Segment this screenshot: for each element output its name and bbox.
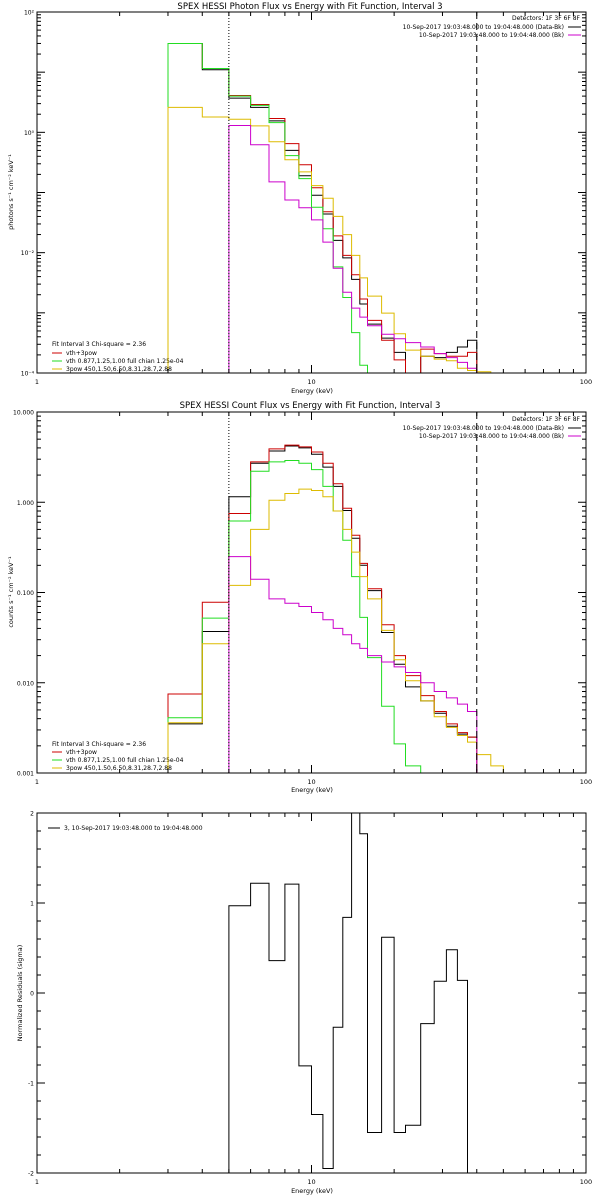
residuals-xlabel: Energy (keV)	[291, 1187, 333, 1195]
x-tick-label: 1	[35, 778, 39, 786]
count-flux-title: SPEX HESSI Count Flux vs Energy with Fit…	[180, 401, 441, 411]
y-tick-label: 2	[30, 811, 34, 818]
count-flux-xlabel: Energy (keV)	[291, 786, 333, 794]
plot-area	[228, 813, 468, 1173]
y-tick-label: 1	[30, 901, 34, 908]
y-tick-label: 10⁻²	[21, 250, 35, 257]
y-tick-label: 0.100	[17, 590, 34, 597]
y-tick-label: 10⁻⁴	[21, 371, 35, 378]
y-tick-label: -1	[28, 1081, 34, 1088]
photon-flux-title: SPEX HESSI Photon Flux vs Energy with Fi…	[177, 2, 442, 12]
y-tick-label: 1.000	[17, 500, 34, 507]
y-tick-label: 10.000	[13, 410, 34, 417]
series-bk	[228, 556, 478, 773]
fit-interval-label: Fit Interval 3 Chi-square = 2.36	[52, 341, 146, 348]
photon-flux-fit-legend: Fit Interval 3 Chi-square = 2.36 vth+3po…	[52, 341, 184, 373]
photon-flux-panel: SPEX HESSI Photon Flux vs Energy with Fi…	[7, 2, 592, 395]
legend-data-bk: 10-Sep-2017 19:03:48.000 to 19:04:48.000…	[403, 425, 564, 432]
legend-detectors: Detectors: 1F 3F 6F 8F	[512, 416, 581, 423]
photon-flux-xlabel: Energy (keV)	[291, 387, 333, 395]
x-tick-label: 10	[307, 778, 315, 786]
plot-frame	[36, 812, 587, 1174]
legend-vth: vth 0.877,1.25,1.00 full chian 1.25e-04	[66, 757, 184, 764]
series-vth-3pow	[167, 444, 478, 773]
x-tick-label: 100	[580, 378, 592, 386]
legend-vth3pow: vth+3pow	[66, 749, 97, 756]
x-tick-label: 100	[580, 1178, 592, 1186]
series-3-10-sep-2017-19-03-48-000-to-19-04-48-000	[228, 813, 468, 1173]
y-tick-label: 10²	[24, 10, 35, 17]
plot-area	[167, 444, 516, 773]
photon-flux-ylabel: photons s⁻¹ cm⁻² keV⁻¹	[7, 154, 15, 230]
legend-3pow: 3pow 450,1.50,6.50,8.31,28.7,2.88	[66, 765, 172, 772]
series-3pow	[167, 488, 516, 773]
y-tick-label: 0.010	[17, 680, 34, 687]
y-tick-label: 10⁰	[24, 130, 35, 137]
x-tick-label: 100	[580, 778, 592, 786]
legend-detectors: Detectors: 1F 3F 6F 8F	[512, 15, 581, 22]
legend-vth3pow: vth+3pow	[66, 350, 97, 357]
series-3pow	[167, 106, 504, 373]
count-flux-fit-legend: Fit Interval 3 Chi-square = 2.36 vth+3po…	[52, 741, 184, 772]
count-flux-legend: Detectors: 1F 3F 6F 8F 10-Sep-2017 19:03…	[403, 416, 581, 440]
count-flux-panel: SPEX HESSI Count Flux vs Energy with Fit…	[7, 401, 592, 794]
y-tick-label: -2	[28, 1171, 34, 1178]
residuals-legend: 3, 10-Sep-2017 19:03:48.000 to 19:04:48.…	[48, 825, 203, 832]
series-vth	[167, 43, 478, 373]
legend-vth: vth 0.877,1.25,1.00 full chian 1.25e-04	[66, 358, 184, 365]
fit-interval-label: Fit Interval 3 Chi-square = 2.36	[52, 741, 146, 748]
residuals-ylabel: Normalized Residuals (sigma)	[16, 945, 24, 1042]
x-tick-label: 1	[35, 378, 39, 386]
legend-bk: 10-Sep-2017 19:03:48.000 to 19:04:48.000…	[419, 433, 564, 440]
legend-residual: 3, 10-Sep-2017 19:03:48.000 to 19:04:48.…	[64, 825, 203, 832]
legend-bk: 10-Sep-2017 19:03:48.000 to 19:04:48.000…	[419, 32, 564, 39]
x-tick-label: 1	[35, 1178, 39, 1186]
y-tick-label: 0.001	[17, 771, 34, 778]
series-bk	[228, 125, 478, 373]
plot-area	[167, 43, 504, 373]
x-tick-label: 10	[307, 1178, 315, 1186]
count-flux-ylabel: counts s⁻¹ cm⁻² keV⁻¹	[7, 556, 15, 628]
x-tick-label: 10	[307, 378, 315, 386]
legend-3pow: 3pow 450,1.50,6.50,8.31,28.7,2.88	[66, 366, 172, 373]
y-tick-label: 0	[30, 991, 34, 998]
photon-flux-legend: Detectors: 1F 3F 6F 8F 10-Sep-2017 19:03…	[403, 15, 581, 39]
residuals-panel: 3, 10-Sep-2017 19:03:48.000 to 19:04:48.…	[16, 811, 592, 1196]
legend-data-bk: 10-Sep-2017 19:03:48.000 to 19:04:48.000…	[403, 24, 564, 31]
